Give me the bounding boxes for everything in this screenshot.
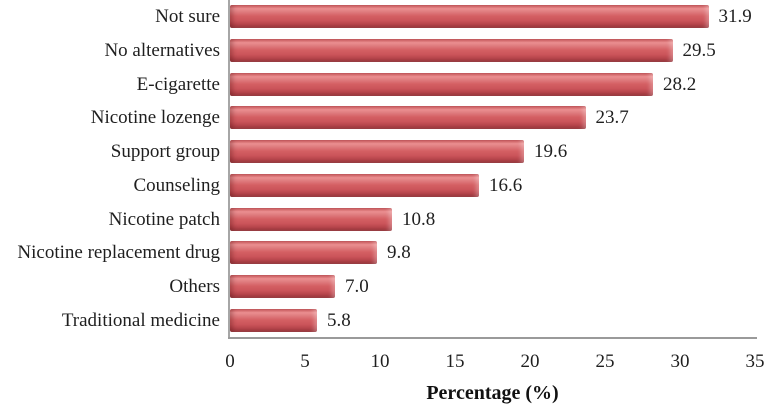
bar-track: 29.5 bbox=[230, 39, 755, 63]
category-label: No alternatives bbox=[104, 40, 220, 62]
value-label: 31.9 bbox=[718, 6, 752, 28]
bar-row: Others 7.0 bbox=[0, 270, 757, 304]
bar bbox=[230, 106, 586, 130]
x-tick-label: 35 bbox=[745, 351, 764, 372]
value-label: 23.7 bbox=[595, 107, 629, 129]
x-tick-label: 0 bbox=[225, 351, 235, 372]
category-label: Traditional medicine bbox=[61, 309, 220, 331]
bar-row: No alternatives 29.5 bbox=[0, 34, 757, 68]
bar bbox=[230, 39, 673, 63]
x-tick-label: 25 bbox=[595, 351, 615, 372]
category-label: Counseling bbox=[133, 174, 220, 196]
y-axis-line bbox=[228, 0, 230, 339]
bar-track: 7.0 bbox=[230, 274, 755, 298]
value-label: 7.0 bbox=[345, 275, 369, 297]
x-axis-title: Percentage (%) bbox=[426, 382, 559, 404]
bar-row: Support group 19.6 bbox=[0, 135, 757, 169]
value-label: 10.8 bbox=[402, 208, 436, 230]
value-label: 9.8 bbox=[387, 242, 411, 264]
bar-row: Nicotine lozenge 23.7 bbox=[0, 101, 757, 135]
x-tick-label: 20 bbox=[520, 351, 540, 372]
bar-track: 10.8 bbox=[230, 207, 755, 231]
bar-track: 5.8 bbox=[230, 308, 755, 332]
bar-track: 23.7 bbox=[230, 106, 755, 130]
category-label: Not sure bbox=[155, 6, 220, 28]
bar-track: 19.6 bbox=[230, 140, 755, 164]
bar-track: 9.8 bbox=[230, 241, 755, 265]
x-axis-ticks: 0 5 10 15 20 25 30 35 bbox=[225, 350, 764, 374]
bar-row: Nicotine replacement drug 9.8 bbox=[0, 236, 757, 270]
bar-row: Not sure 31.9 bbox=[0, 0, 757, 34]
bar-row: Nicotine patch 10.8 bbox=[0, 202, 757, 236]
bar-row: Traditional medicine 5.8 bbox=[0, 303, 757, 337]
bar bbox=[230, 5, 709, 29]
category-label: Support group bbox=[110, 141, 220, 163]
bar bbox=[230, 308, 317, 332]
bar-row: E-cigarette 28.2 bbox=[0, 67, 757, 101]
x-tick-label: 10 bbox=[370, 351, 390, 372]
bar bbox=[230, 241, 377, 265]
x-tick-label: 15 bbox=[445, 351, 465, 372]
value-label: 28.2 bbox=[662, 73, 697, 95]
bar-track: 16.6 bbox=[230, 173, 755, 197]
category-label: Others bbox=[169, 275, 220, 297]
bar bbox=[230, 72, 653, 96]
bar bbox=[230, 173, 479, 197]
category-label: Nicotine replacement drug bbox=[17, 242, 220, 264]
category-label: E-cigarette bbox=[136, 73, 220, 95]
bar-track: 31.9 bbox=[230, 5, 755, 29]
bar-rows: Not sure 31.9 No alternatives 29.5 E-cig… bbox=[0, 0, 757, 337]
bar bbox=[230, 274, 335, 298]
bar-row: Counseling 16.6 bbox=[0, 169, 757, 203]
bar bbox=[230, 207, 392, 231]
value-label: 19.6 bbox=[534, 141, 568, 163]
category-label: Nicotine lozenge bbox=[90, 107, 220, 129]
bar-track: 28.2 bbox=[230, 72, 755, 96]
x-tick-label: 30 bbox=[670, 351, 690, 372]
bar bbox=[230, 140, 524, 164]
x-axis-line bbox=[228, 337, 757, 339]
x-tick-label: 5 bbox=[300, 351, 310, 372]
value-label: 16.6 bbox=[489, 174, 523, 196]
value-label: 29.5 bbox=[682, 40, 716, 62]
value-label: 5.8 bbox=[327, 309, 351, 331]
category-label: Nicotine patch bbox=[108, 208, 220, 230]
